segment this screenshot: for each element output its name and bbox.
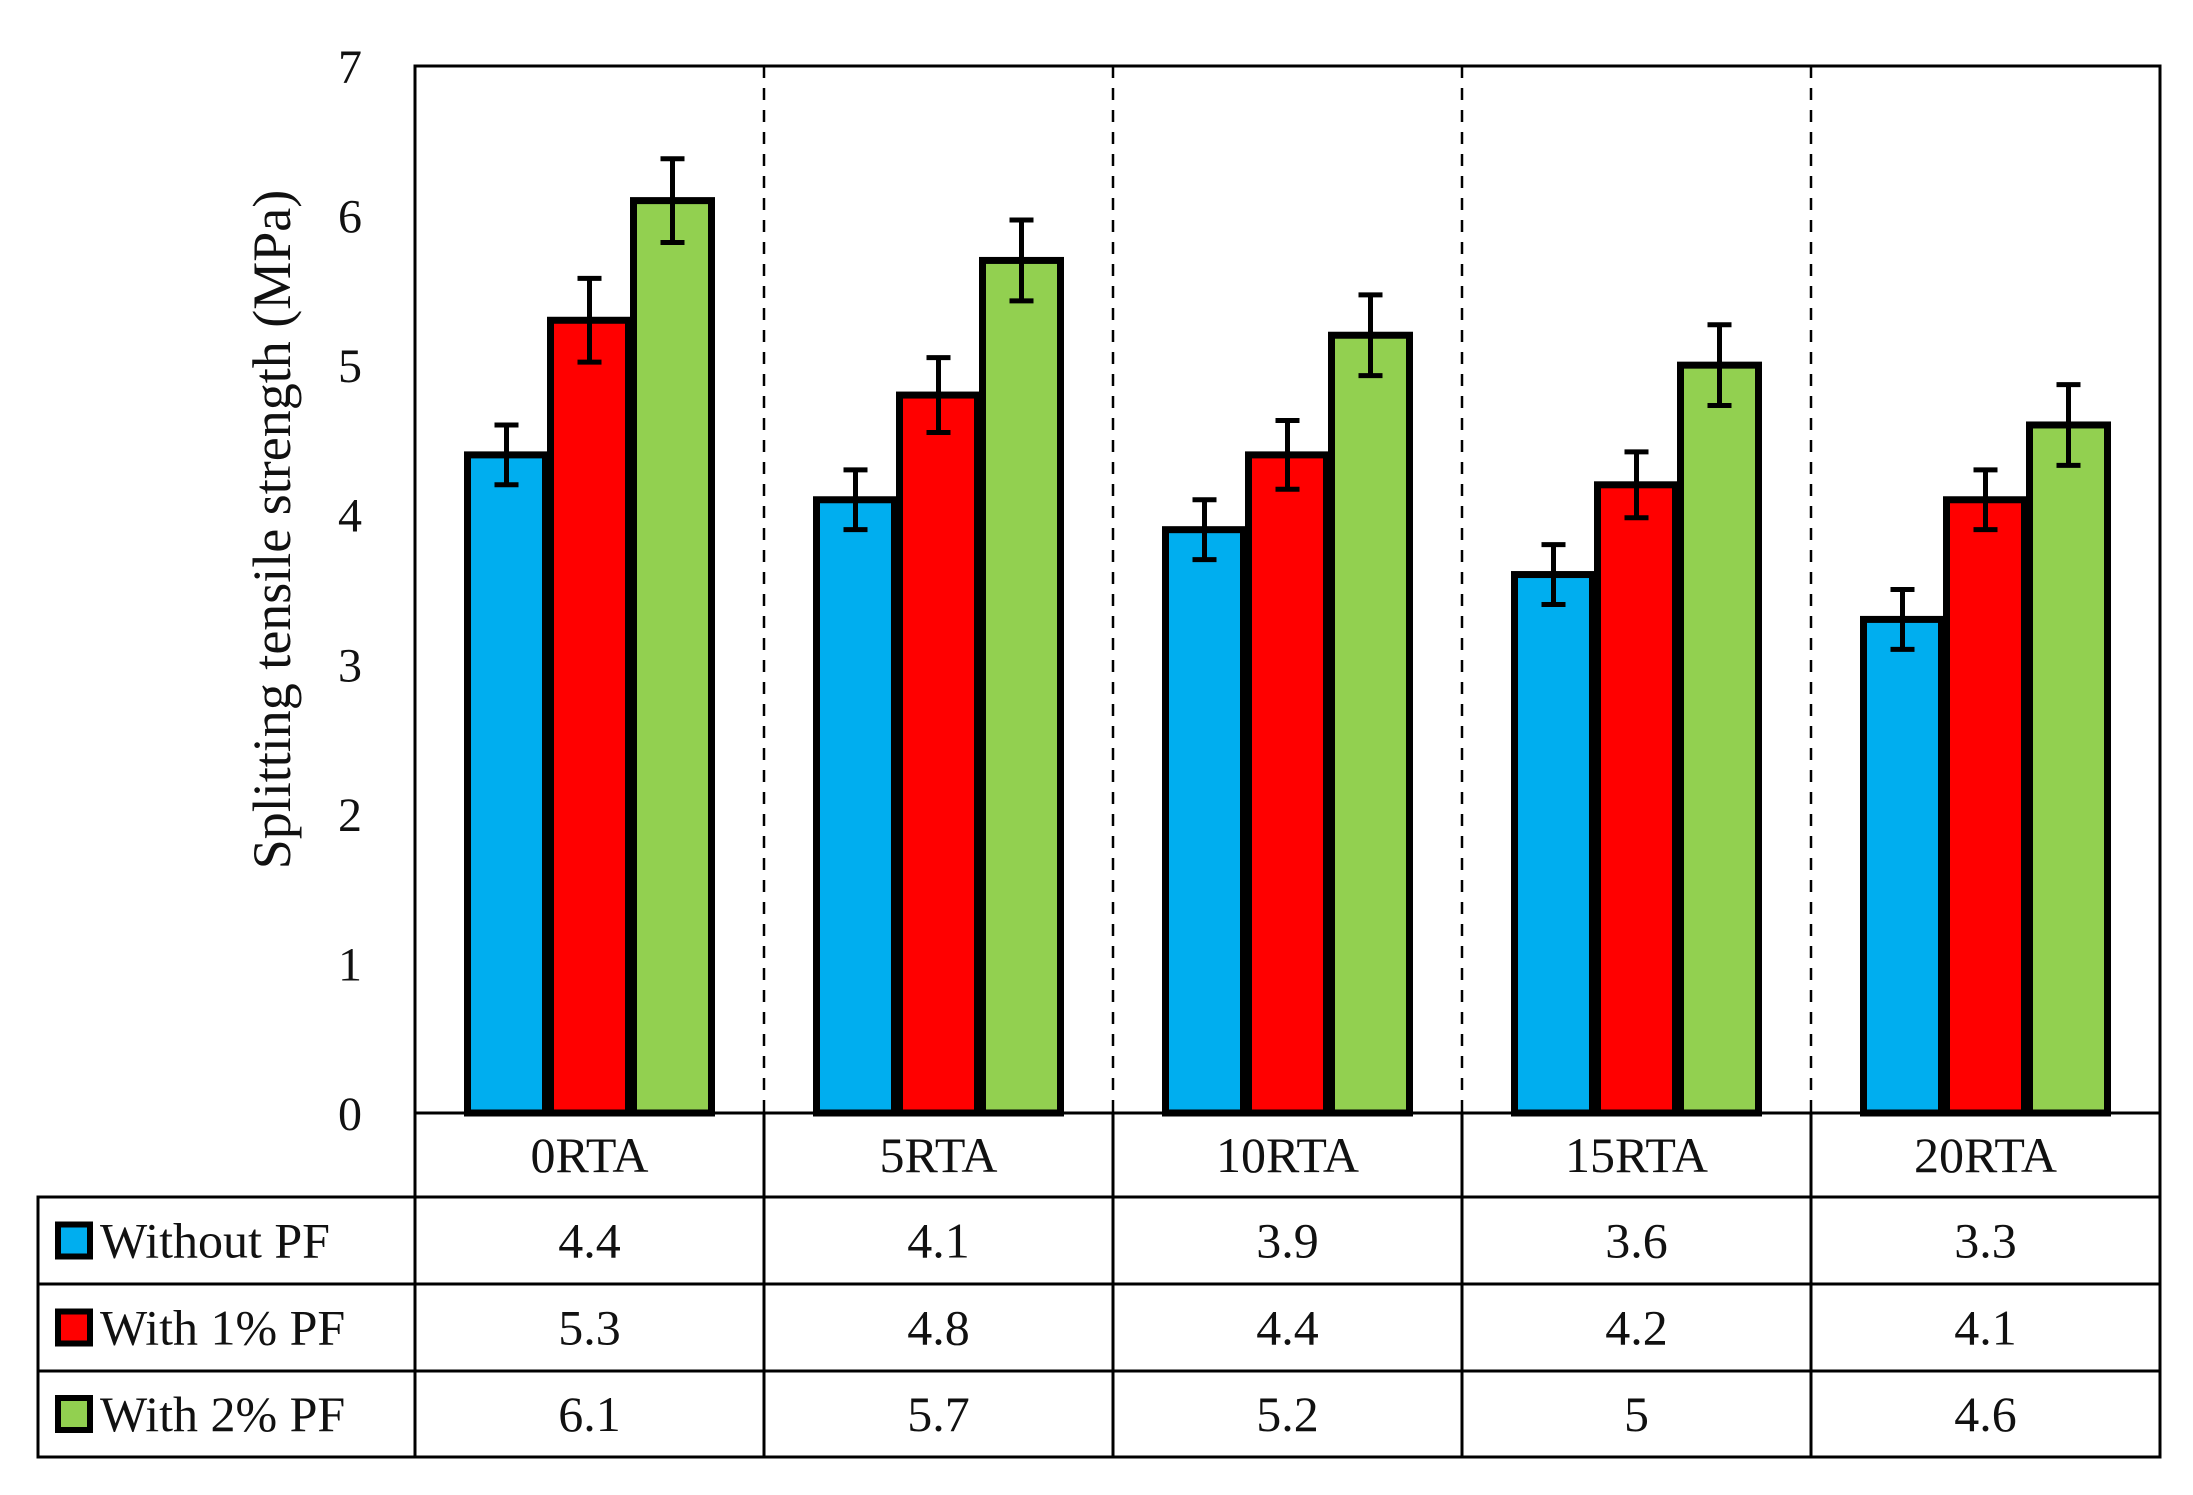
bar-1-2 (1245, 451, 1330, 1117)
bar-1-4 (1943, 496, 2028, 1117)
bar-1-0 (547, 316, 632, 1117)
table-cell-value: 5.7 (907, 1386, 970, 1442)
table-cell-value: 4.1 (907, 1213, 970, 1269)
table-cell-value: 6.1 (558, 1386, 621, 1442)
table-cell-value: 4.4 (558, 1213, 621, 1269)
table-cell-value: 5.2 (1256, 1386, 1319, 1442)
y-tick-label: 4 (338, 490, 362, 543)
bar-0-1 (813, 496, 898, 1117)
legend-label-0: Without PF (100, 1213, 330, 1269)
y-tick-label: 1 (338, 938, 362, 991)
y-tick-label: 7 (338, 41, 362, 94)
bar-0-0 (464, 451, 549, 1117)
table-body (36, 1195, 2162, 1459)
table-cell-value: 3.3 (1954, 1213, 2017, 1269)
table-cell-value: 4.8 (907, 1300, 970, 1356)
table-cell-value: 4.4 (1256, 1300, 1319, 1356)
bar-0-4 (1860, 615, 1945, 1117)
y-tick-label: 0 (338, 1088, 362, 1141)
legend-swatch-1 (55, 1308, 93, 1347)
legend-label-1: With 1% PF (100, 1300, 345, 1356)
table-cell-value: 4.1 (1954, 1300, 2017, 1356)
table-cell-value: 5.3 (558, 1300, 621, 1356)
bar-2-3 (1677, 361, 1762, 1117)
x-category-label: 0RTA (531, 1127, 649, 1183)
y-tick-label: 3 (338, 639, 362, 692)
y-tick-label: 6 (338, 191, 362, 244)
bar-1-1 (896, 391, 981, 1117)
x-category-label: 20RTA (1914, 1127, 2057, 1183)
legend-label-2: With 2% PF (100, 1386, 345, 1442)
y-axis-title: Splitting tensile strength (MPa) (242, 190, 302, 869)
legend-swatch-2 (55, 1395, 93, 1433)
x-category-label: 15RTA (1565, 1127, 1708, 1183)
bar-0-2 (1162, 526, 1247, 1117)
table-cell-value: 5 (1624, 1386, 1649, 1442)
table-cell-value: 3.9 (1256, 1213, 1319, 1269)
bar-1-3 (1594, 481, 1679, 1117)
table-cell-value: 4.6 (1954, 1386, 2017, 1442)
legend-swatch-0 (55, 1221, 93, 1260)
bar-2-1 (979, 256, 1064, 1117)
table-cell-value: 4.2 (1605, 1300, 1668, 1356)
table-cell-value: 3.6 (1605, 1213, 1668, 1269)
bar-2-4 (2026, 421, 2111, 1117)
x-category-label: 10RTA (1216, 1127, 1359, 1183)
bar-2-2 (1328, 331, 1413, 1117)
x-category-label: 5RTA (880, 1127, 998, 1183)
bar-2-0 (630, 197, 715, 1117)
y-tick-label: 5 (338, 340, 362, 393)
bar-0-3 (1511, 571, 1596, 1117)
y-tick-label: 2 (338, 789, 362, 842)
